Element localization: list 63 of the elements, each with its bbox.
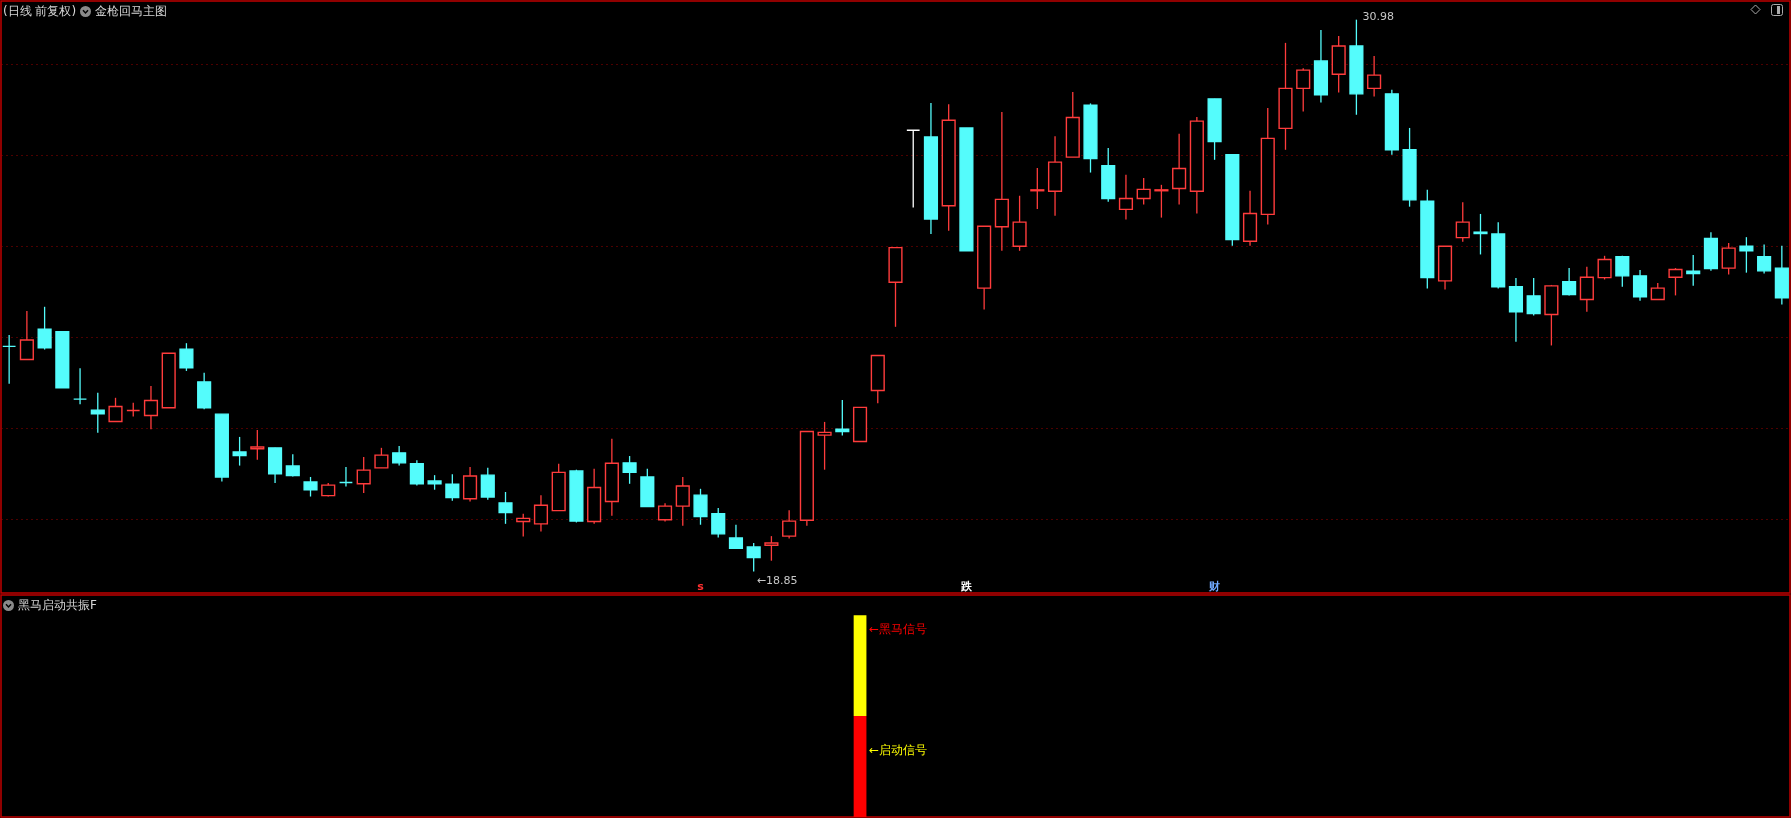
annotation: ←18.85 [756,573,798,587]
candlestick [374,447,389,469]
candlestick [1030,167,1045,210]
candlestick [480,467,495,501]
candlestick [108,397,123,423]
candlestick [764,535,779,562]
candlestick [462,466,478,503]
candlestick [1757,243,1772,275]
candlestick [906,129,921,209]
chart-title: (日线 前复权) [3,3,77,20]
candlestick [1455,201,1470,243]
candlestick [37,306,52,351]
annotation: ←黑马信号 [869,622,928,637]
candlestick [392,445,407,467]
candlestick [2,334,17,385]
candlestick [1172,133,1187,206]
candlestick [1721,242,1736,276]
candlestick [657,502,673,523]
candlestick [1367,55,1382,98]
candlestick [232,436,247,467]
chart-subtitle: 金枪回马主图 [95,3,168,20]
candlestick [675,476,690,527]
annotation: 跌 [959,580,973,593]
candlestick [303,476,318,498]
candlestick [1668,267,1683,297]
candlestick [250,429,265,461]
candlestick [1296,67,1311,113]
annotation: ←启动信号 [869,743,928,758]
candlestick [1473,213,1488,256]
candlestick [1579,266,1594,313]
candlestick [72,367,88,405]
candlestick [746,542,761,573]
candlestick [1562,267,1577,297]
candlestick [1615,255,1630,288]
candlestick [1154,184,1169,219]
annotation: 30.98 [1362,9,1394,23]
candlestick [90,392,105,434]
candlestick [693,488,708,526]
candlestick [1526,277,1541,317]
candlestick [782,509,797,540]
candlestick [1632,269,1648,302]
candlestick [143,385,159,430]
candlestick [835,399,850,437]
candlestick [533,494,549,533]
candlestick [338,466,354,488]
candlestick [1136,177,1151,206]
candlestick [285,453,300,478]
candlestick [409,459,424,487]
candlestick [1118,174,1134,221]
candlestick [817,421,832,471]
annotation: 财 [1208,580,1221,593]
chart-title: 黑马启动共振F [18,597,97,614]
candlestick [356,456,371,494]
candlestick [622,455,637,485]
annotation: s [697,580,705,593]
candlestick [1597,255,1612,281]
candlestick [711,507,726,539]
candlestick [1739,236,1754,274]
candlestick [179,342,194,372]
candlestick [445,473,460,502]
candlestick [498,491,513,525]
candlestick [728,524,744,550]
candlestick [19,310,34,361]
